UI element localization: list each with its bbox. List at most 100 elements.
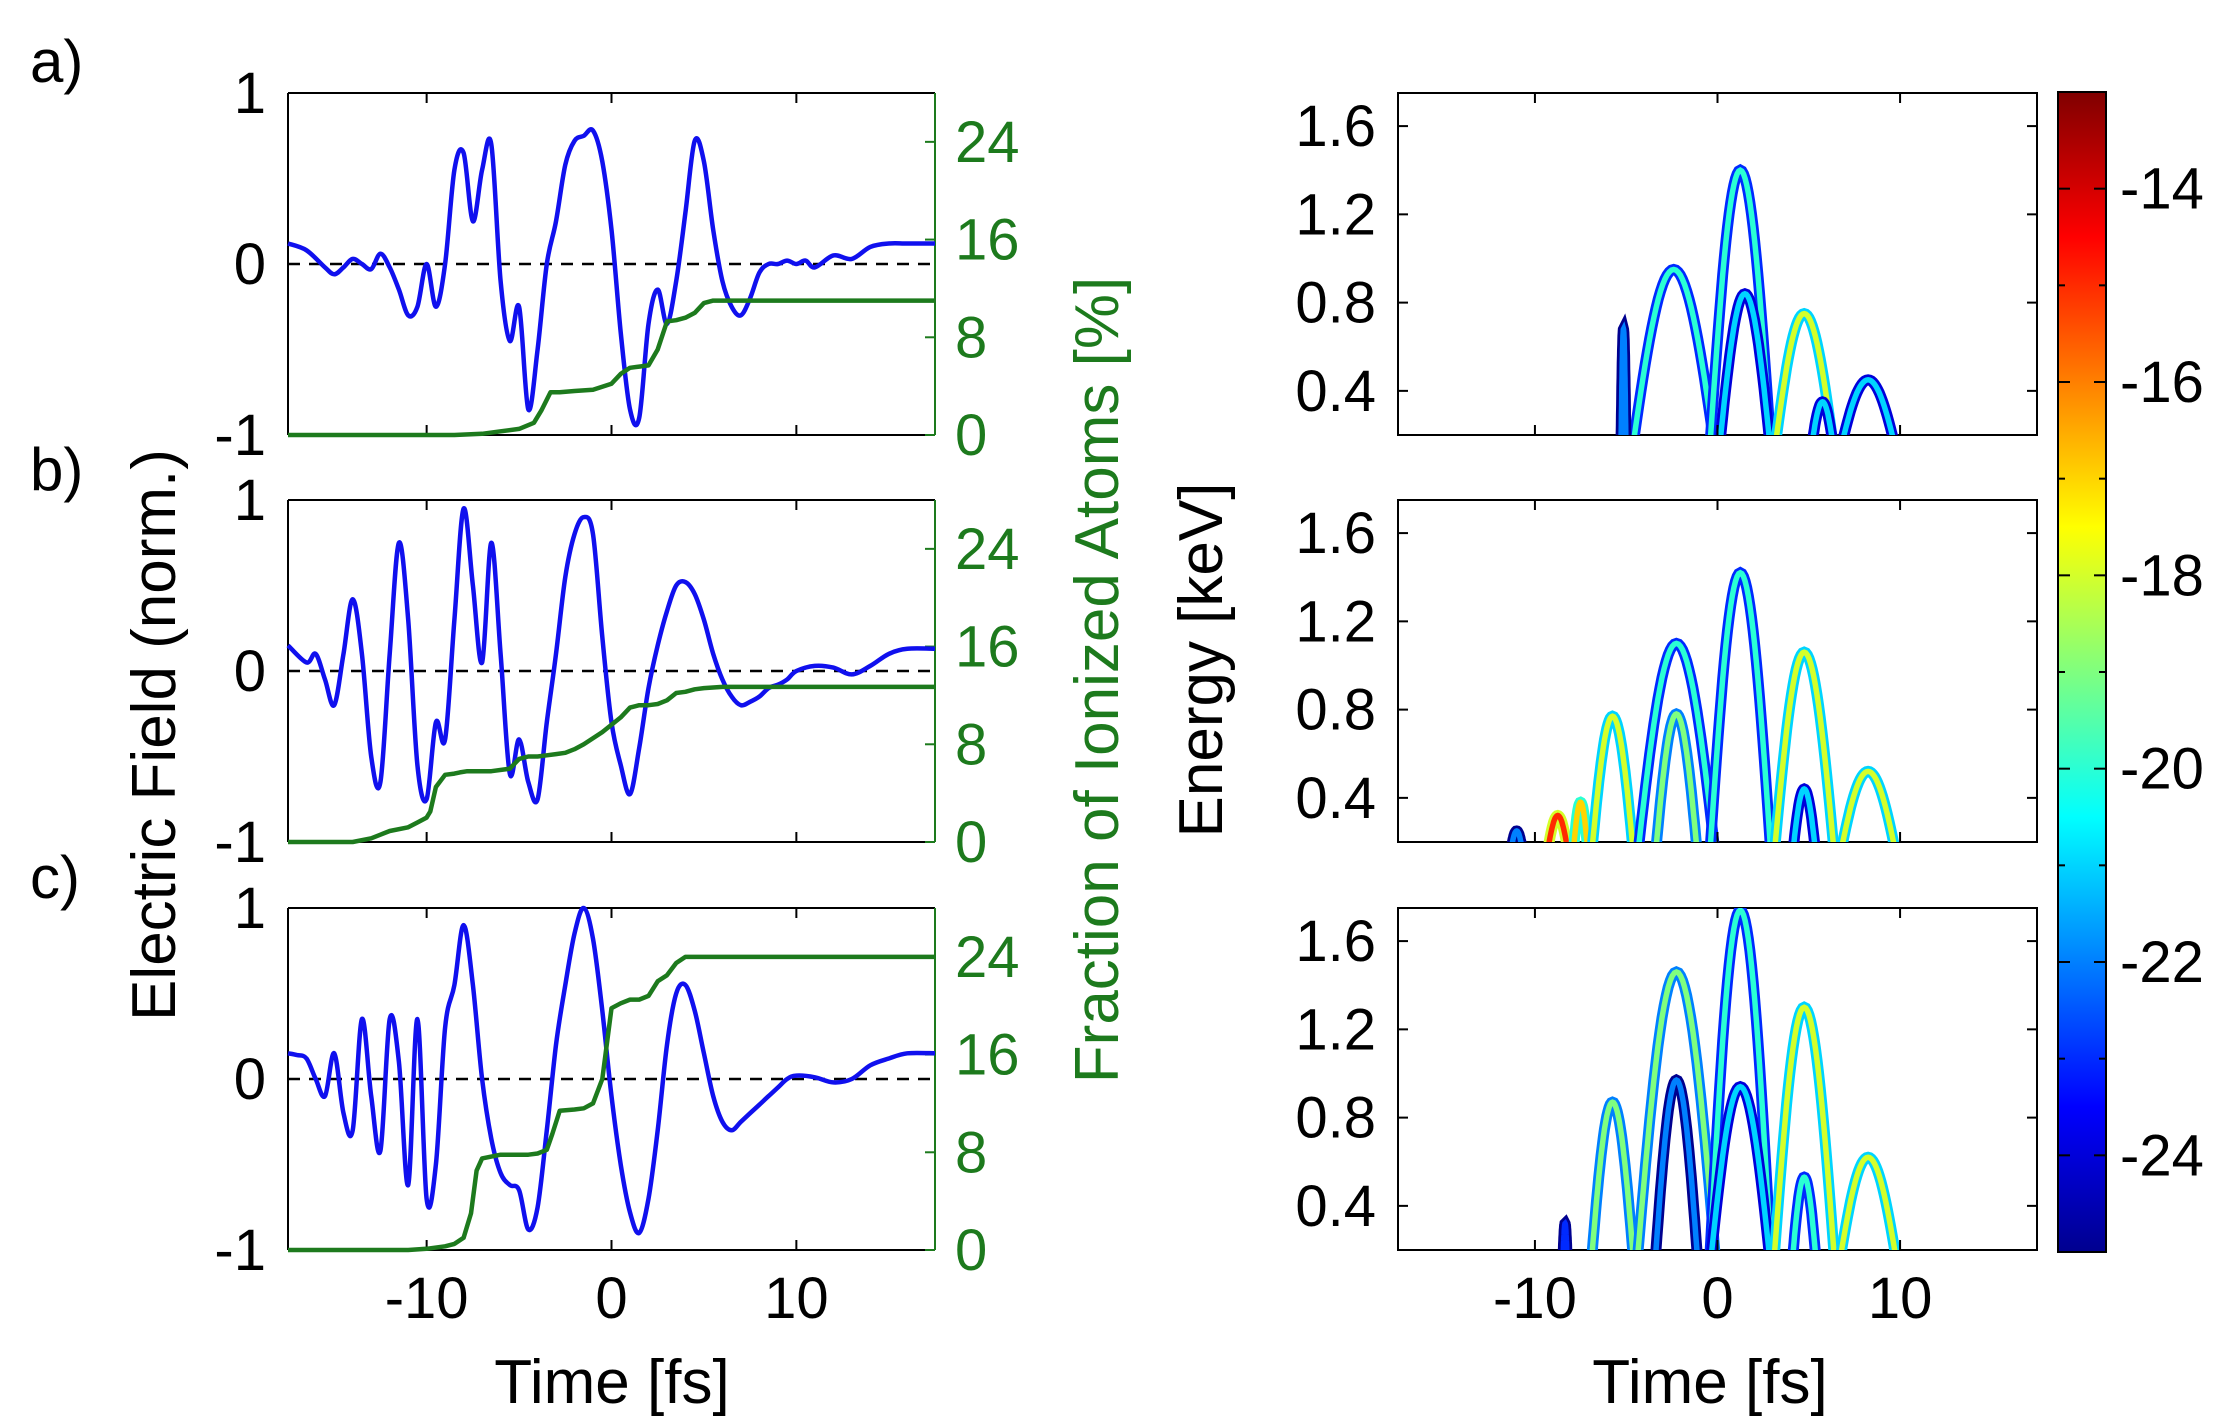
y-tick-label: 1.6 (1295, 909, 1376, 974)
panel-label-a: a) (30, 28, 83, 95)
panel-label-b: b) (30, 436, 83, 503)
colorbar-tick-label: -18 (2120, 543, 2204, 608)
arc-core (1636, 640, 1717, 842)
y-tick-label: -1 (214, 810, 266, 875)
arc-core (1635, 968, 1718, 1250)
x-tick-label: -10 (385, 1266, 469, 1331)
y2-tick-label: 16 (955, 208, 1020, 273)
electric-field-line (287, 127, 936, 428)
heatmap-xlabel: Time [fs] (1592, 1348, 1827, 1417)
x-tick-label: -10 (1493, 1266, 1577, 1331)
arc-core (1790, 1174, 1818, 1250)
y-tick-label: 1 (234, 61, 266, 126)
colorbar-gradient (2057, 91, 2107, 1253)
arc-core (1718, 290, 1772, 435)
arc-core (1841, 377, 1896, 435)
y-tick-label: 1.6 (1295, 94, 1376, 159)
heatmap-arcs (1615, 163, 1898, 435)
heatmap-arcs (1557, 908, 1901, 1250)
arc-outline (1543, 809, 1572, 842)
y-tick-label: 1.2 (1295, 589, 1376, 654)
x-tick-label: 10 (764, 1266, 829, 1331)
arc-core (1707, 167, 1773, 435)
y-tick-label: 1 (234, 468, 266, 533)
y2-tick-label: 24 (955, 517, 1020, 582)
arc-core (1560, 1218, 1570, 1250)
arc-core (1509, 828, 1524, 842)
y-tick-label: 0.8 (1295, 678, 1376, 743)
y2-tick-label: 16 (955, 615, 1020, 680)
y2-tick-label: 8 (955, 712, 987, 777)
heatmap-arcs (1506, 566, 1900, 842)
y2-tick-label: 8 (955, 1120, 987, 1185)
arc-core (1840, 768, 1897, 842)
electric-field-line (287, 905, 936, 1236)
electric-field-line (286, 506, 936, 805)
y-tick-label: 0.4 (1295, 1174, 1376, 1239)
y2-tick-label: 0 (955, 403, 987, 468)
heatmap-panel-c: -10 0 10 1.6 1.2 0.8 0.4 (1295, 907, 2038, 1331)
arc-core (1653, 711, 1699, 842)
y2-tick-label: 24 (955, 925, 1020, 990)
y-tick-label: 1.2 (1295, 182, 1376, 247)
heatmap-panel-b: 1.6 1.2 0.8 0.4 (1295, 499, 2038, 843)
ionization-fraction-line (288, 684, 935, 845)
x-tick-label: 10 (1868, 1266, 1933, 1331)
y-tick-label: 1.6 (1295, 501, 1376, 566)
line-panel-a: 1 0 -1 24 16 8 0 (214, 61, 1019, 468)
colorbar-tick-label: -14 (2120, 157, 2204, 222)
arc-core (1653, 1076, 1700, 1250)
colorbar-tick-label: -20 (2120, 737, 2204, 802)
arc-core (1709, 1083, 1772, 1250)
x-tick-label: 0 (1701, 1266, 1733, 1331)
arc-core (1707, 569, 1773, 842)
arc-core (1707, 908, 1774, 1250)
y2-tick-label: 16 (955, 1023, 1020, 1088)
y-tick-label: 0 (234, 639, 266, 704)
colorbar-tick-label: -24 (2120, 1123, 2204, 1188)
y-tick-label: 0.8 (1295, 271, 1376, 336)
arc-core (1838, 1154, 1898, 1250)
arc-core (1773, 310, 1835, 435)
y2-tick-label: 0 (955, 810, 987, 875)
arc-outline (1506, 825, 1527, 842)
y2-tick-label: 8 (955, 305, 987, 370)
heatmap-panel-a: 1.6 1.2 0.8 0.4 (1295, 92, 2038, 436)
heatmap-panels: 1.6 1.2 0.8 0.4 1.6 1.2 0.8 0.4 -10 0 10 1.6 1.2 0.8 0… (1295, 92, 2038, 1331)
y-tick-label: 0 (234, 232, 266, 297)
colorbar-tick-label: -22 (2120, 930, 2204, 995)
y-tick-label: 0 (234, 1047, 266, 1112)
colorbar-tick-label: -16 (2120, 350, 2204, 415)
arc-core (1631, 266, 1716, 435)
arc-core (1772, 649, 1836, 842)
ionization-fraction-line (288, 298, 935, 438)
y2-tick-label: 0 (955, 1218, 987, 1283)
y2-tick-label: 24 (955, 110, 1020, 175)
line-panel-b: 1 0 -1 24 16 8 0 (214, 468, 1019, 875)
arc-core (1810, 399, 1835, 435)
y-tick-label: -1 (214, 1218, 266, 1283)
right-y2label: Fraction of Ionized Atoms [%] (1063, 277, 1132, 1083)
arc-core (1571, 799, 1590, 842)
arc-core (1791, 786, 1818, 842)
arc-core (1589, 713, 1636, 842)
ionization-fraction-line (288, 954, 935, 1253)
arc-core (1618, 321, 1629, 435)
y-tick-label: 1 (234, 876, 266, 941)
y-tick-label: 0.4 (1295, 766, 1376, 831)
arc-core (1546, 812, 1570, 842)
heatmap-ylabel: Energy [keV] (1167, 483, 1236, 838)
y-tick-label: 0.4 (1295, 359, 1376, 424)
left-ylabel: Electric Field (norm.) (120, 449, 189, 1021)
arc-core (1771, 1004, 1837, 1250)
arc-core (1589, 1099, 1636, 1250)
y-tick-label: 0.8 (1295, 1086, 1376, 1151)
x-tick-label: 0 (595, 1266, 627, 1331)
left-xlabel: Time [fs] (494, 1348, 729, 1417)
colorbar: -14 -16 -18 -20 -22 -24 (2057, 91, 2204, 1253)
y-tick-label: 1.2 (1295, 997, 1376, 1062)
y-tick-label: -1 (214, 403, 266, 468)
